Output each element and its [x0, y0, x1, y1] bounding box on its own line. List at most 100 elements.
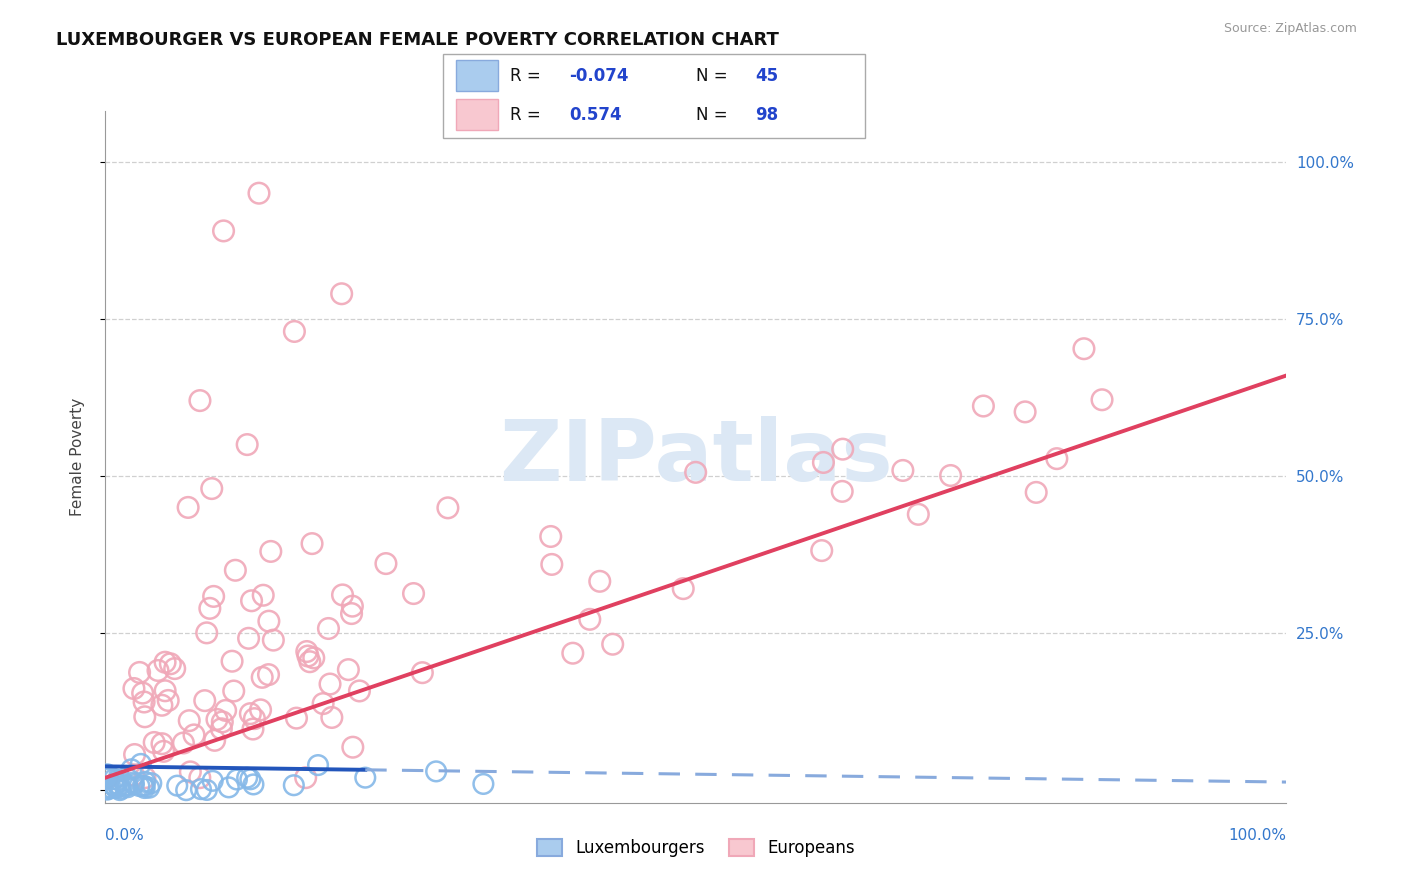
Point [190, 782, 212, 797]
Text: 0.0%: 0.0% [105, 828, 145, 843]
Point [307, 758, 329, 772]
Point [96, 782, 118, 797]
Point [141, 776, 163, 790]
Point [153, 683, 176, 698]
Point [150, 737, 173, 751]
Point [939, 468, 962, 483]
Point [183, 728, 205, 742]
Point [110, 781, 132, 796]
Point [103, 772, 125, 786]
Point [134, 710, 156, 724]
Point [321, 710, 343, 724]
Point [211, 714, 233, 729]
Text: 45: 45 [755, 67, 778, 85]
Text: -0.074: -0.074 [569, 67, 628, 85]
Point [132, 779, 155, 793]
Point [312, 697, 335, 711]
Point [225, 772, 247, 787]
Point [195, 783, 218, 797]
Point [100, 780, 122, 795]
Point [108, 770, 131, 784]
Point [107, 772, 129, 787]
Point [283, 325, 305, 339]
Point [907, 508, 929, 522]
Point [242, 777, 264, 791]
Point [120, 762, 142, 776]
Point [188, 393, 211, 408]
Point [108, 779, 131, 793]
Point [122, 777, 145, 791]
Point [104, 780, 127, 794]
FancyBboxPatch shape [443, 54, 865, 138]
Point [239, 706, 262, 721]
Point [134, 775, 156, 789]
Point [249, 703, 271, 717]
Point [354, 771, 377, 785]
Point [96, 767, 118, 781]
Point [578, 612, 600, 626]
Point [96, 780, 118, 795]
Point [194, 693, 217, 707]
Point [285, 711, 308, 725]
Y-axis label: Female Poverty: Female Poverty [70, 398, 84, 516]
Point [602, 637, 624, 651]
Point [437, 500, 460, 515]
Point [1046, 451, 1069, 466]
Point [972, 399, 994, 413]
Point [283, 778, 305, 792]
Point [319, 677, 342, 691]
Point [330, 286, 353, 301]
Point [143, 735, 166, 749]
Point [337, 663, 360, 677]
Point [122, 768, 145, 782]
Point [332, 588, 354, 602]
Point [831, 442, 853, 457]
Point [224, 563, 246, 577]
Point [134, 771, 156, 785]
Point [540, 558, 562, 572]
Point [103, 779, 125, 793]
Point [298, 655, 321, 669]
Point [96, 771, 118, 785]
Point [132, 779, 155, 793]
Point [204, 733, 226, 747]
FancyBboxPatch shape [456, 61, 498, 91]
Point [301, 536, 323, 550]
Point [174, 783, 197, 797]
Point [108, 783, 131, 797]
Point [128, 665, 150, 680]
Point [257, 614, 280, 628]
Point [239, 772, 262, 787]
Text: ZIPatlas: ZIPatlas [499, 416, 893, 499]
Point [672, 582, 695, 596]
Point [97, 781, 120, 796]
Point [561, 646, 583, 660]
Point [236, 771, 259, 785]
Point [240, 594, 263, 608]
Point [179, 764, 201, 779]
Point [212, 224, 235, 238]
Point [188, 771, 211, 785]
Point [472, 777, 495, 791]
Point [150, 698, 173, 713]
Point [238, 632, 260, 646]
Point [342, 599, 364, 614]
Point [122, 681, 145, 696]
Point [117, 778, 139, 792]
Point [122, 775, 145, 789]
Point [157, 693, 180, 707]
Point [236, 437, 259, 451]
Legend: Luxembourgers, Europeans: Luxembourgers, Europeans [530, 832, 862, 863]
Text: R =: R = [510, 105, 547, 123]
Point [831, 484, 853, 499]
Point [297, 648, 319, 663]
Point [201, 773, 224, 788]
Point [202, 590, 225, 604]
Point [131, 686, 153, 700]
Point [179, 714, 201, 728]
Point [214, 703, 236, 717]
Point [589, 574, 612, 589]
Point [411, 665, 433, 680]
Point [114, 779, 136, 793]
Point [257, 667, 280, 681]
